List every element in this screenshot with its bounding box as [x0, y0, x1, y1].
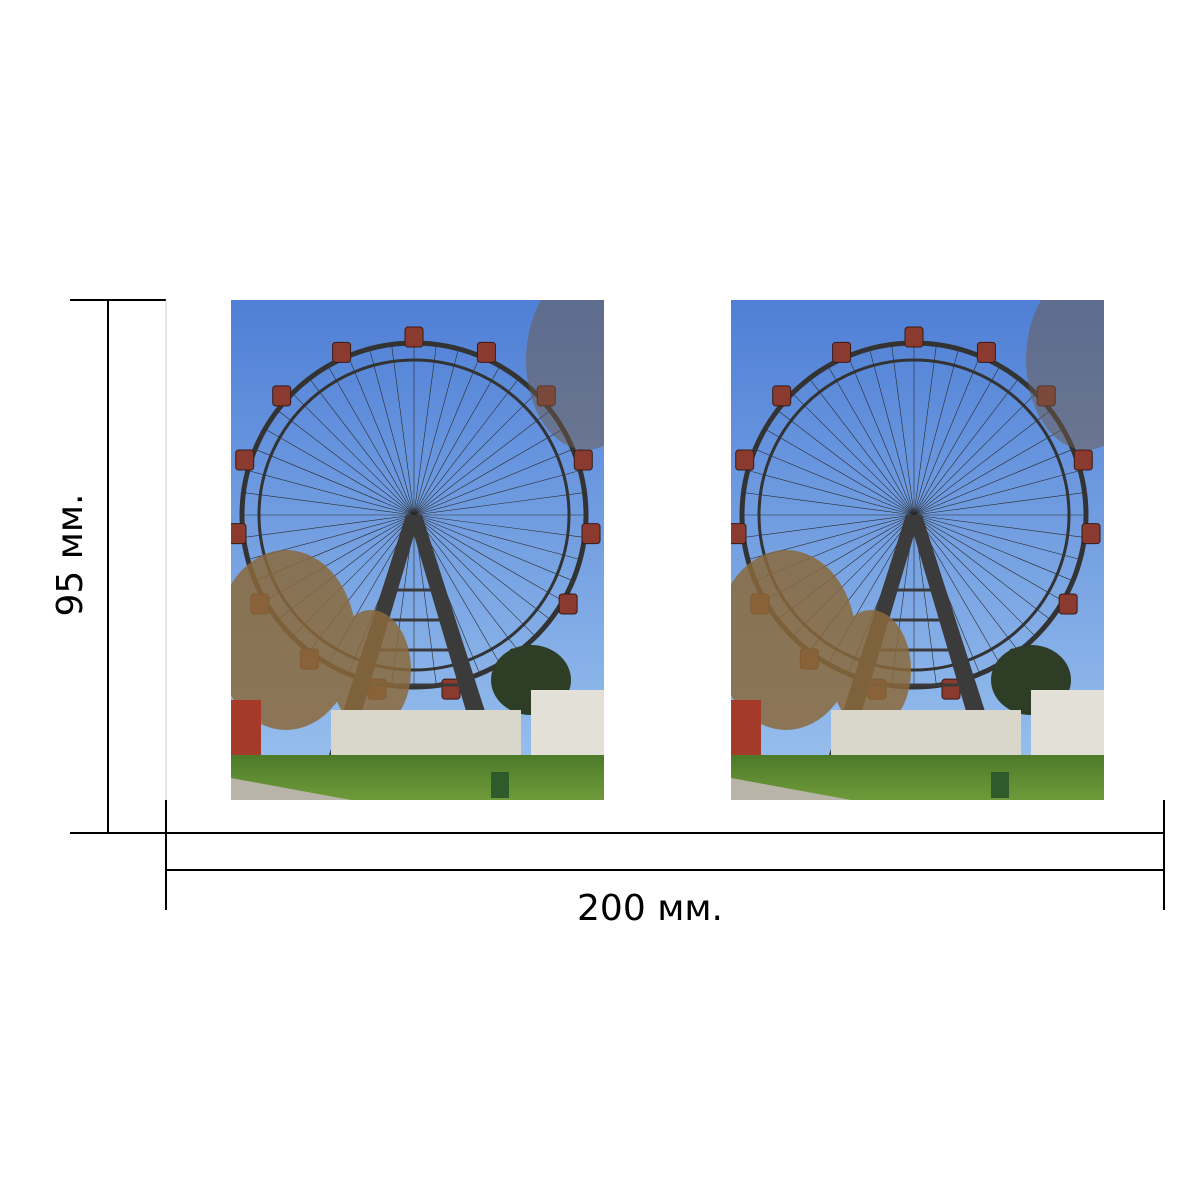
- height-label: 95 мм.: [50, 493, 91, 616]
- product-photo-left: [216, 270, 646, 800]
- product-photo-right: [716, 270, 1146, 800]
- width-dimension: 200 мм.: [165, 800, 1165, 929]
- height-dimension: 95 мм.: [50, 299, 167, 834]
- width-label: 200 мм.: [577, 888, 723, 929]
